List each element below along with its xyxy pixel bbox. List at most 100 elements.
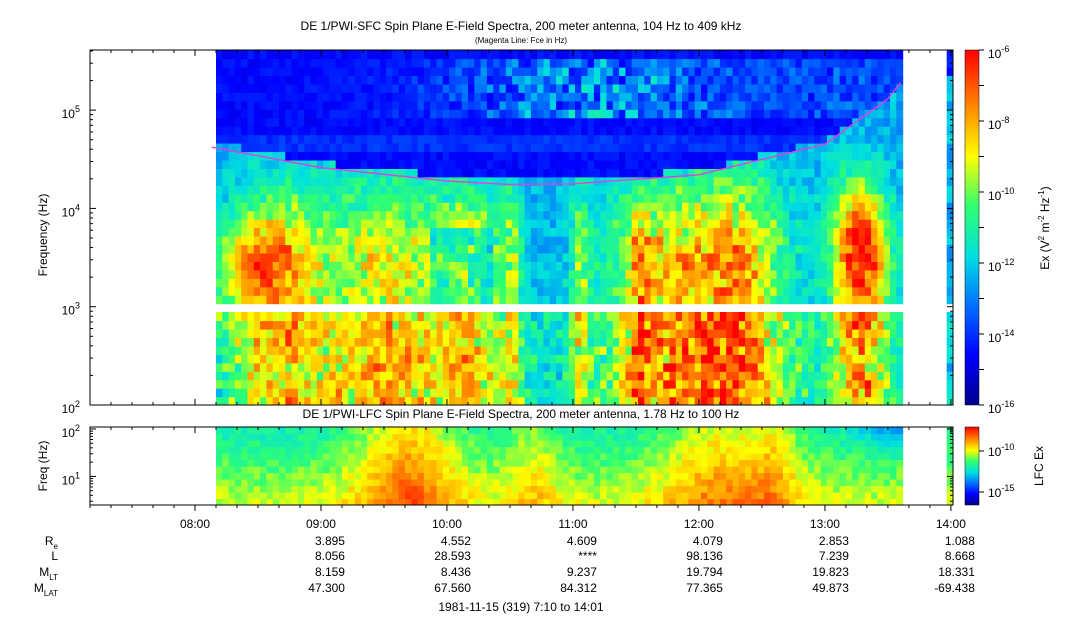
- sfc-spectrogram-cell: [279, 193, 286, 203]
- sfc-spectrogram-cell: [568, 168, 576, 178]
- sfc-spectrogram-cell: [852, 185, 860, 195]
- sfc-spectrogram-cell: [348, 345, 356, 355]
- sfc-spectrogram-cell: [764, 345, 771, 355]
- sfc-spectrogram-cell: [285, 269, 293, 279]
- sfc-spectrogram-cell: [279, 278, 286, 288]
- lfc-spectrogram-cell: [430, 446, 438, 454]
- sfc-spectrogram-cell: [663, 269, 671, 279]
- sfc-spectrogram-cell: [367, 328, 375, 338]
- sfc-spectrogram-cell: [845, 388, 853, 398]
- sfc-spectrogram-cell: [468, 379, 475, 389]
- sfc-spectrogram-cell: [430, 337, 438, 347]
- sfc-spectrogram-cell: [606, 50, 614, 60]
- sfc-spectrogram-cell: [707, 193, 715, 203]
- sfc-spectrogram-cell: [644, 295, 652, 305]
- sfc-spectrogram-cell: [890, 58, 897, 68]
- lfc-spectrogram-cell: [310, 446, 318, 454]
- sfc-spectrogram-cell: [801, 354, 809, 364]
- sfc-spectrogram-cell: [316, 151, 324, 161]
- sfc-spectrogram-cell: [688, 320, 696, 330]
- sfc-spectrogram-cell: [770, 286, 778, 296]
- lfc-spectrogram-cell: [266, 479, 274, 487]
- sfc-spectrogram-cell: [890, 168, 897, 178]
- sfc-spectrogram-cell: [827, 83, 834, 93]
- sfc-spectrogram-cell: [222, 210, 230, 220]
- sfc-spectrogram-cell: [373, 286, 381, 296]
- sfc-spectrogram-cell: [216, 143, 223, 153]
- sfc-spectrogram-cell: [373, 371, 381, 381]
- sfc-spectrogram-cell: [216, 100, 223, 110]
- sfc-spectrogram-cell: [348, 354, 356, 364]
- sfc-spectrogram-cell: [316, 92, 324, 102]
- sfc-spectrogram-cell: [625, 345, 633, 355]
- sfc-spectrogram-cell: [669, 269, 677, 279]
- sfc-spectrogram-cell: [367, 236, 375, 246]
- sfc-spectrogram-cell: [512, 50, 519, 60]
- sfc-spectrogram-cell: [524, 151, 532, 161]
- sfc-spectrogram-cell: [688, 176, 696, 186]
- sfc-spectrogram-cell: [770, 50, 778, 60]
- sfc-spectrogram-cell: [757, 295, 765, 305]
- sfc-spectrogram-cell: [455, 269, 463, 279]
- sfc-spectrogram-cell: [436, 312, 444, 322]
- sfc-spectrogram-cell: [770, 58, 778, 68]
- sfc-spectrogram-cell: [814, 75, 822, 85]
- sfc-spectrogram-cell: [530, 92, 538, 102]
- sfc-spectrogram-cell: [436, 295, 444, 305]
- lfc-spectrogram-cell: [417, 492, 425, 500]
- sfc-spectrogram-cell: [354, 244, 362, 254]
- sfc-spectrogram-cell: [373, 252, 381, 262]
- sfc-spectrogram-cell: [493, 396, 501, 405]
- sfc-spectrogram-cell: [808, 379, 815, 389]
- sfc-spectrogram-cell: [499, 354, 507, 364]
- lfc-spectrogram-cell: [354, 446, 362, 454]
- sfc-spectrogram-cell: [436, 168, 444, 178]
- sfc-spectrogram-cell: [512, 337, 519, 347]
- sfc-spectrogram-cell: [291, 236, 299, 246]
- sfc-spectrogram-cell: [789, 58, 797, 68]
- sfc-spectrogram-cell: [745, 83, 752, 93]
- sfc-spectrogram-cell: [480, 362, 488, 372]
- lfc-spectrogram-cell: [367, 446, 375, 454]
- sfc-spectrogram-cell: [833, 295, 841, 305]
- sfc-spectrogram-cell: [530, 269, 538, 279]
- sfc-spectrogram-cell: [946, 269, 953, 279]
- sfc-spectrogram-cell: [827, 117, 834, 127]
- sfc-spectrogram-cell: [877, 252, 885, 262]
- sfc-spectrogram-cell: [436, 286, 444, 296]
- sfc-spectrogram-cell: [228, 109, 236, 119]
- sfc-spectrogram-cell: [890, 312, 897, 322]
- lfc-spectrogram-cell: [247, 459, 255, 467]
- sfc-spectrogram-cell: [367, 219, 375, 229]
- sfc-spectrogram-cell: [537, 219, 545, 229]
- sfc-spectrogram-cell: [430, 126, 438, 136]
- sfc-spectrogram-cell: [379, 202, 387, 212]
- sfc-spectrogram-cell: [266, 295, 274, 305]
- sfc-spectrogram-cell: [430, 202, 438, 212]
- sfc-spectrogram-cell: [719, 371, 727, 381]
- sfc-spectrogram-cell: [530, 328, 538, 338]
- sfc-spectrogram-cell: [814, 176, 822, 186]
- sfc-spectrogram-cell: [524, 295, 532, 305]
- sfc-spectrogram-cell: [694, 58, 702, 68]
- sfc-spectrogram-cell: [480, 143, 488, 153]
- sfc-spectrogram-cell: [587, 202, 595, 212]
- sfc-spectrogram-cell: [669, 396, 677, 405]
- sfc-spectrogram-cell: [833, 168, 841, 178]
- lfc-spectrogram-cell: [455, 492, 463, 500]
- lfc-spectrogram-cell: [234, 479, 242, 487]
- sfc-spectrogram-cell: [499, 295, 507, 305]
- sfc-spectrogram-cell: [272, 58, 280, 68]
- sfc-spectrogram-cell: [839, 252, 847, 262]
- sfc-spectrogram-cell: [896, 109, 904, 119]
- sfc-spectrogram-cell: [266, 328, 274, 338]
- sfc-spectrogram-cell: [877, 83, 885, 93]
- sfc-spectrogram-cell: [241, 83, 249, 93]
- sfc-spectrogram-cell: [814, 109, 822, 119]
- sfc-spectrogram-cell: [858, 66, 866, 76]
- sfc-spectrogram-cell: [543, 286, 551, 296]
- sfc-spectrogram-cell: [738, 202, 746, 212]
- sfc-spectrogram-cell: [946, 50, 953, 60]
- sfc-spectrogram-cell: [638, 75, 645, 85]
- sfc-spectrogram-cell: [392, 362, 400, 372]
